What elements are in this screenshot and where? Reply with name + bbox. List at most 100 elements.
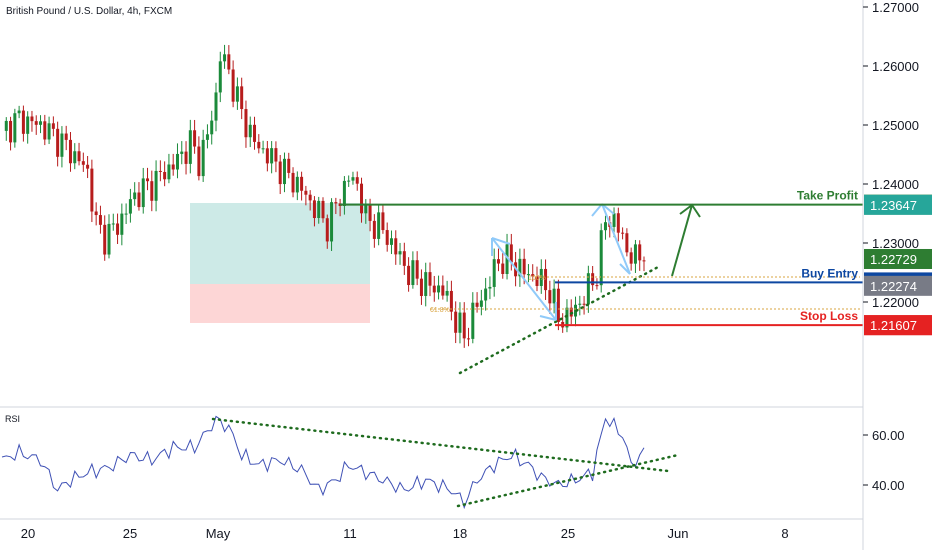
- price-tick-label: 1.23000: [872, 236, 919, 251]
- candle-body: [193, 130, 197, 147]
- candle-body: [223, 54, 227, 62]
- candle-body: [141, 178, 145, 208]
- measure-arrow-head: [619, 263, 631, 275]
- price-tag-text: 1.22274: [870, 279, 917, 294]
- price-tag: [864, 275, 932, 296]
- candle-body: [107, 223, 111, 255]
- candle-body: [377, 212, 381, 239]
- candle-body: [47, 123, 51, 140]
- candle-body: [244, 109, 248, 138]
- candle-body: [300, 176, 304, 191]
- projection-arrow: [671, 204, 693, 277]
- candle-body: [471, 302, 475, 339]
- candle-body: [479, 300, 483, 307]
- candle-body: [595, 285, 599, 287]
- candle-body: [103, 224, 107, 255]
- candle-body: [175, 153, 179, 170]
- candle-body: [394, 238, 398, 255]
- candle-body: [488, 286, 492, 289]
- candle-body: [496, 259, 500, 264]
- rsi-series: [1, 415, 645, 510]
- rsi-label: RSI: [5, 414, 20, 424]
- candle-body: [253, 124, 257, 142]
- time-tick-label: Jun: [668, 526, 689, 541]
- candle-body: [304, 190, 308, 195]
- price-tick-label: 1.25000: [872, 118, 919, 133]
- candle-body: [458, 312, 462, 333]
- candle-body: [505, 244, 509, 274]
- fib-label: 61.8%: [430, 307, 450, 314]
- fib-label: 100%: [528, 275, 546, 282]
- price-tick-label: 1.27000: [872, 0, 919, 15]
- candle-body: [248, 124, 252, 138]
- candle-body: [342, 180, 346, 206]
- candle-body: [90, 168, 94, 212]
- candle-body: [629, 252, 633, 264]
- price-tick-label: 1.26000: [872, 59, 919, 74]
- price-tag: [864, 315, 932, 336]
- candle-body: [235, 86, 239, 102]
- candle-body: [116, 223, 120, 235]
- rsi-tick-label: 60.00: [872, 428, 905, 443]
- candle-body: [312, 200, 316, 219]
- candle-body: [518, 258, 522, 277]
- candle-body: [154, 170, 158, 201]
- candle-body: [111, 223, 115, 225]
- candle-body: [265, 148, 269, 164]
- candle-body: [64, 133, 68, 140]
- measure-arrow: [491, 237, 557, 321]
- candle-body: [407, 265, 411, 286]
- candle-body: [638, 244, 642, 261]
- candle-body: [197, 146, 201, 177]
- candle-body: [325, 218, 329, 242]
- candle-body: [43, 121, 47, 140]
- candle-body: [544, 268, 548, 291]
- candle-body: [531, 274, 535, 277]
- candle-body: [603, 222, 607, 231]
- candle-body: [39, 121, 43, 125]
- candle-body: [4, 120, 8, 131]
- candle-body: [231, 69, 235, 102]
- candle-body: [389, 238, 393, 245]
- candle-body: [171, 164, 175, 170]
- candle-body: [34, 121, 38, 125]
- candle-body: [552, 288, 556, 304]
- candle-body: [128, 199, 132, 214]
- candle-body: [526, 274, 530, 276]
- candle-body: [163, 171, 167, 180]
- rsi-support-trendline: [456, 453, 680, 508]
- candle-body: [94, 211, 98, 216]
- measure-arrow-head: [491, 237, 511, 245]
- candle-body: [21, 110, 25, 134]
- candle-body: [334, 202, 338, 204]
- candle-body: [257, 141, 261, 149]
- candle-body: [501, 263, 505, 274]
- candle-body: [535, 276, 539, 286]
- candle-body: [287, 158, 291, 173]
- candle-body: [282, 158, 286, 185]
- measure-arrow-head: [539, 315, 557, 321]
- candle-body: [68, 139, 72, 164]
- candle-body: [578, 303, 582, 305]
- candle-body: [411, 260, 415, 286]
- candle-body: [475, 302, 479, 307]
- candle-body: [616, 213, 620, 233]
- candle-body: [621, 232, 625, 234]
- candle-body: [556, 288, 560, 322]
- price-tag: [864, 248, 932, 269]
- candle-body: [158, 170, 162, 172]
- candle-body: [137, 192, 141, 208]
- candle-body: [565, 307, 569, 328]
- candle-body: [402, 251, 406, 266]
- candle-body: [625, 233, 629, 253]
- candle-body: [201, 139, 205, 177]
- rsi-resistance-trendline: [211, 417, 670, 473]
- time-tick-label: 20: [21, 526, 35, 541]
- candle-body: [214, 92, 218, 121]
- candle-body: [77, 151, 81, 162]
- time-tick-label: 25: [561, 526, 575, 541]
- candle-body: [398, 251, 402, 255]
- candle-body: [582, 303, 586, 305]
- candle-body: [428, 272, 432, 286]
